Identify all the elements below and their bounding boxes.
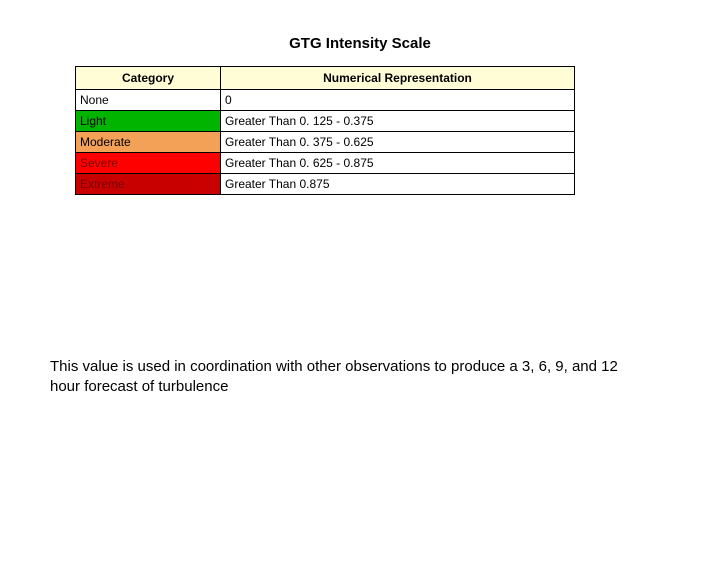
description-text: This value is used in coordination with … <box>50 357 640 398</box>
cell-value: Greater Than 0. 125 - 0.375 <box>221 111 575 132</box>
cell-category: Extreme <box>76 174 221 195</box>
table-row: Extreme Greater Than 0.875 <box>76 174 575 195</box>
cell-category: None <box>76 90 221 111</box>
cell-value: 0 <box>221 90 575 111</box>
intensity-table-container: Category Numerical Representation None 0… <box>75 66 575 195</box>
col-header-category: Category <box>76 67 221 90</box>
cell-category: Light <box>76 111 221 132</box>
table-body: None 0 Light Greater Than 0. 125 - 0.375… <box>76 90 575 195</box>
cell-category: Moderate <box>76 132 221 153</box>
table-row: Light Greater Than 0. 125 - 0.375 <box>76 111 575 132</box>
page-title: GTG Intensity Scale <box>0 35 720 52</box>
cell-value: Greater Than 0. 625 - 0.875 <box>221 153 575 174</box>
cell-category: Severe <box>76 153 221 174</box>
intensity-table: Category Numerical Representation None 0… <box>75 66 575 195</box>
cell-value: Greater Than 0. 375 - 0.625 <box>221 132 575 153</box>
cell-value: Greater Than 0.875 <box>221 174 575 195</box>
table-row: Moderate Greater Than 0. 375 - 0.625 <box>76 132 575 153</box>
table-row: Severe Greater Than 0. 625 - 0.875 <box>76 153 575 174</box>
table-header-row: Category Numerical Representation <box>76 67 575 90</box>
table-row: None 0 <box>76 90 575 111</box>
col-header-numerical: Numerical Representation <box>221 67 575 90</box>
